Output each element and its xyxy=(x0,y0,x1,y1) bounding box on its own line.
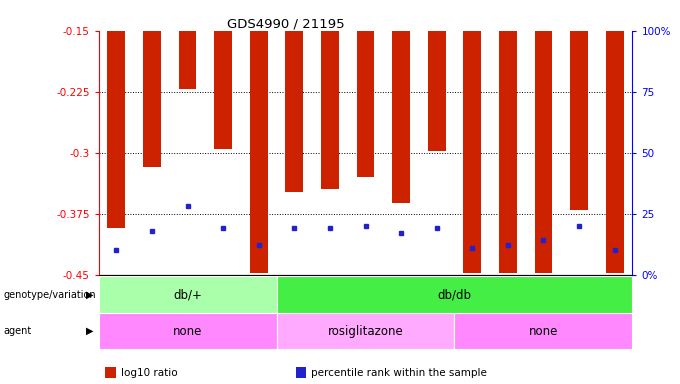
Text: ▶: ▶ xyxy=(86,290,93,300)
Bar xyxy=(356,31,375,177)
Bar xyxy=(454,313,632,349)
Text: db/+: db/+ xyxy=(173,288,202,301)
Bar xyxy=(463,31,481,273)
Bar xyxy=(392,31,410,203)
Text: log10 ratio: log10 ratio xyxy=(121,367,177,377)
Text: GDS4990 / 21195: GDS4990 / 21195 xyxy=(227,17,344,30)
Text: genotype/variation: genotype/variation xyxy=(3,290,96,300)
Text: none: none xyxy=(529,325,558,338)
Bar xyxy=(534,31,552,273)
Bar xyxy=(321,31,339,189)
Bar xyxy=(250,31,268,273)
Text: rosiglitazone: rosiglitazone xyxy=(328,325,403,338)
Bar xyxy=(214,31,232,149)
Bar xyxy=(107,31,125,228)
Bar xyxy=(143,31,161,167)
Bar xyxy=(99,313,277,349)
Bar xyxy=(99,276,277,313)
Bar xyxy=(277,313,454,349)
Text: none: none xyxy=(173,325,202,338)
Bar xyxy=(428,31,445,151)
Text: agent: agent xyxy=(3,326,32,336)
Text: percentile rank within the sample: percentile rank within the sample xyxy=(311,367,488,377)
Text: db/db: db/db xyxy=(437,288,471,301)
Bar xyxy=(499,31,517,273)
Bar xyxy=(277,276,632,313)
Bar xyxy=(570,31,588,210)
Bar xyxy=(179,31,197,89)
Bar xyxy=(286,31,303,192)
Text: ▶: ▶ xyxy=(86,326,93,336)
Bar xyxy=(606,31,624,273)
